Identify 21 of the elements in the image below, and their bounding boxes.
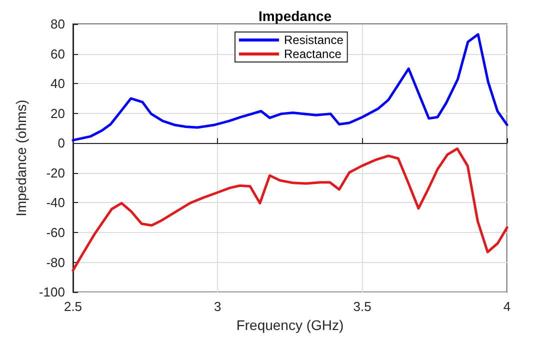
x-tick-label: 3.5 [353,299,372,314]
y-tick-label: -20 [46,165,65,180]
y-tick-label: 20 [50,106,65,121]
y-axis-title: Impedance (ohms) [13,100,30,216]
line-series [72,33,508,142]
y-tick-label: -80 [46,254,65,270]
line-series [72,147,508,272]
y-tick-label: 0 [58,136,65,151]
y-tick-label: -40 [46,195,65,210]
x-tick-label: 2.5 [64,299,82,314]
y-tick-label: -100 [38,284,65,300]
y-tick-label: 40 [50,76,65,92]
y-tick-label: 80 [50,16,65,32]
y-tick-label: -60 [46,225,65,240]
chart-title: Impedance [258,8,332,24]
x-tick-label: 4 [503,299,511,314]
x-axis-title: Frequency (GHz) [236,317,344,333]
legend-label: Reactance [284,47,342,61]
x-tick-label: 3 [214,299,222,314]
y-tick-label: 60 [50,46,65,62]
legend-label: Resistance [284,33,344,47]
